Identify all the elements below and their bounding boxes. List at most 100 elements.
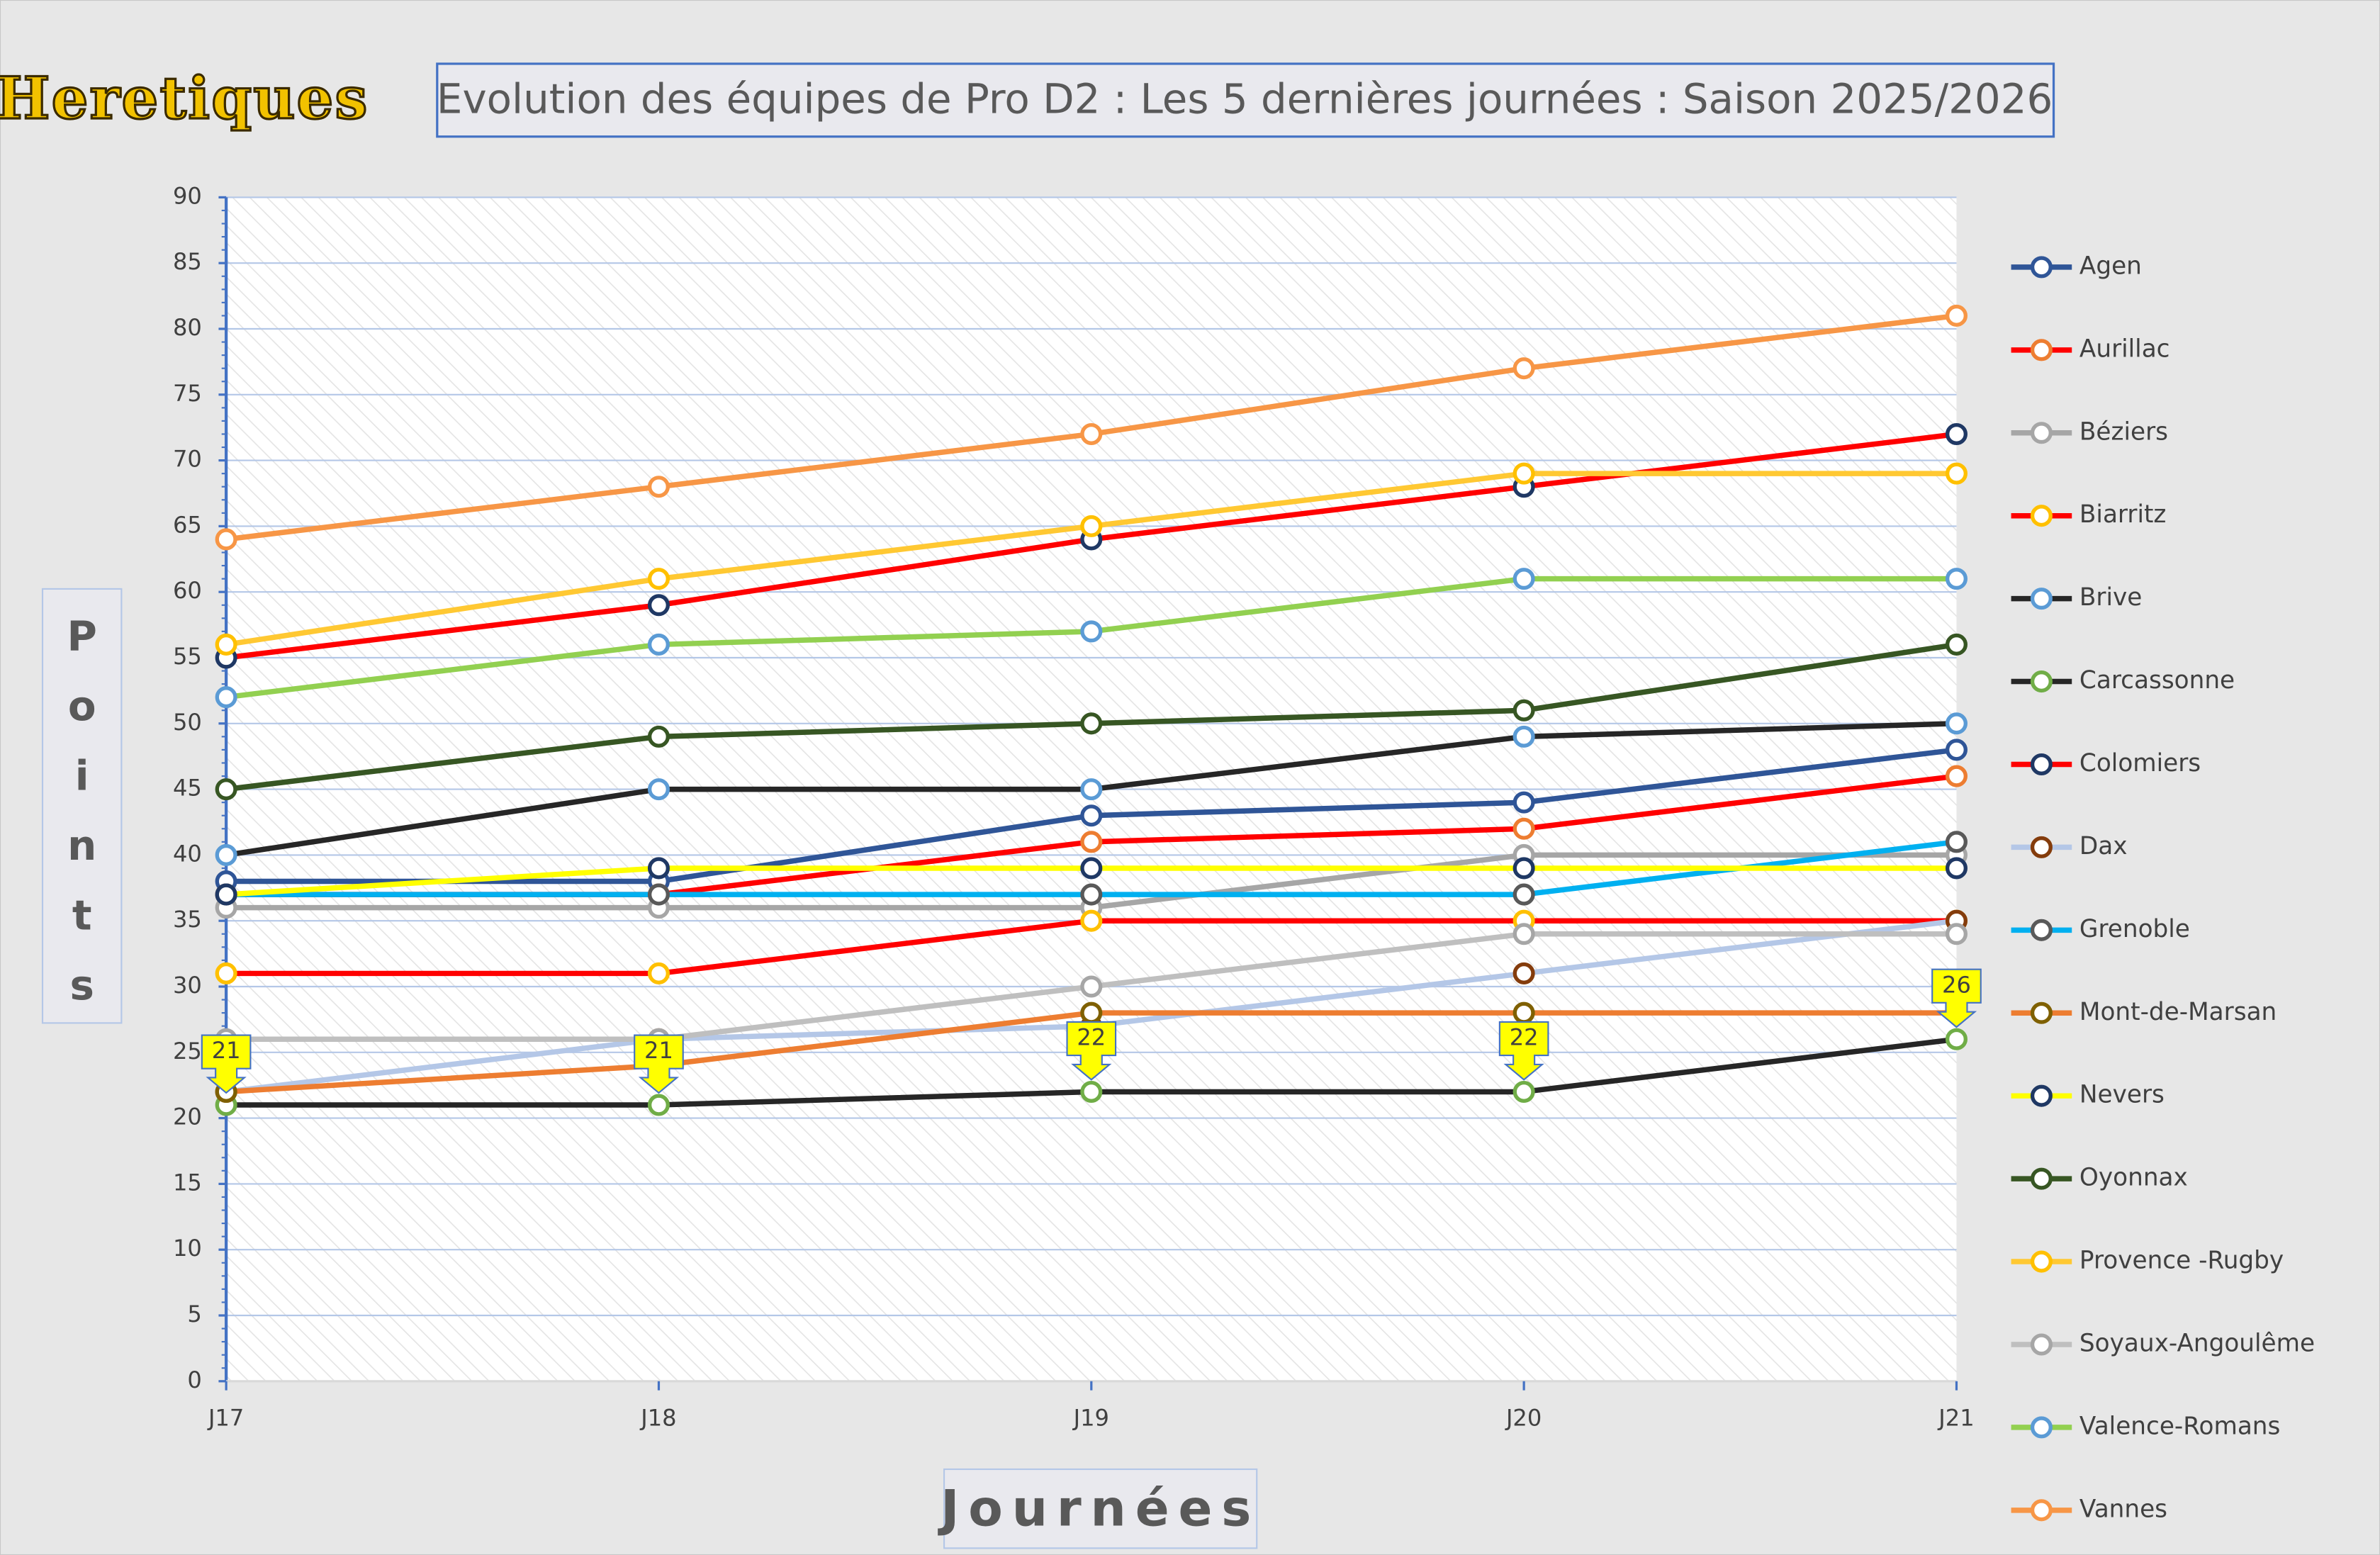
legend-marker — [2030, 1416, 2053, 1439]
data-point — [1945, 304, 1968, 327]
data-point — [1945, 923, 1968, 945]
x-tick-label: J21 — [1937, 1404, 1974, 1431]
data-point — [1080, 883, 1103, 906]
data-point — [215, 778, 237, 801]
data-point — [1080, 620, 1103, 643]
data-point — [647, 778, 670, 801]
data-point — [1512, 857, 1535, 880]
data-point — [1080, 422, 1103, 446]
legend-label: Dax — [2079, 832, 2128, 860]
logo: Heretiques — [0, 65, 369, 133]
legend-label: Oyonnax — [2079, 1164, 2188, 1192]
data-point — [1512, 883, 1535, 906]
legend-marker — [2030, 588, 2053, 610]
data-point — [1512, 462, 1535, 485]
data-point — [1512, 817, 1535, 840]
y-tick-label: 85 — [173, 248, 202, 275]
y-tick-label: 70 — [173, 446, 202, 473]
data-point — [647, 857, 670, 880]
data-point — [1080, 909, 1103, 932]
legend-marker — [2030, 836, 2053, 858]
data-point — [1080, 975, 1103, 998]
legend-label: Carcassonne — [2079, 666, 2235, 695]
y-tick-label: 55 — [173, 643, 202, 670]
x-tick-label: J19 — [1072, 1404, 1109, 1431]
x-tick-label: J20 — [1505, 1404, 1542, 1431]
legend-marker — [2030, 753, 2053, 776]
data-label-callout — [1066, 1021, 1117, 1081]
data-point — [647, 568, 670, 590]
data-point — [215, 528, 237, 551]
legend-label: Nevers — [2079, 1081, 2165, 1109]
data-point — [1080, 857, 1103, 880]
legend-marker — [2030, 1499, 2053, 1522]
data-label-callout — [1931, 968, 1982, 1028]
data-point — [215, 686, 237, 709]
data-point — [1512, 568, 1535, 590]
y-tick-label: 5 — [187, 1301, 201, 1327]
data-label-callout — [201, 1034, 252, 1094]
xlabel-box — [943, 1468, 1258, 1549]
y-tick-label: 25 — [173, 1038, 202, 1065]
legend-label: Soyaux-Angoulême — [2079, 1329, 2315, 1357]
data-point — [215, 843, 237, 866]
data-label-callout — [1498, 1021, 1549, 1081]
data-point — [1512, 725, 1535, 748]
data-point — [1945, 857, 1968, 880]
data-point — [1945, 765, 1968, 787]
legend-label: Biarritz — [2079, 500, 2166, 529]
data-point — [1080, 515, 1103, 537]
data-point — [647, 594, 670, 617]
legend-label: Mont-de-Marsan — [2079, 998, 2277, 1026]
legend-marker — [2030, 1084, 2053, 1107]
legend-label: Provence -Rugby — [2079, 1247, 2284, 1275]
legend-label: Valence-Romans — [2079, 1412, 2280, 1440]
legend-marker — [2030, 1001, 2053, 1024]
legend-marker — [2030, 505, 2053, 527]
chart-title: Evolution des équipes de Pro D2 : Les 5 … — [437, 75, 2053, 123]
data-point — [1080, 831, 1103, 853]
legend-marker — [2030, 1250, 2053, 1273]
y-tick-label: 80 — [173, 314, 202, 341]
legend-label: Vannes — [2079, 1495, 2167, 1523]
data-point — [647, 962, 670, 984]
data-point — [1512, 1080, 1535, 1104]
legend-marker — [2030, 256, 2053, 279]
data-point — [1945, 831, 1968, 853]
y-tick-label: 65 — [173, 511, 202, 538]
data-point — [1080, 1080, 1103, 1104]
legend-marker — [2030, 1167, 2053, 1190]
data-point — [1512, 962, 1535, 984]
data-point — [647, 1094, 670, 1116]
data-point — [647, 725, 670, 748]
data-label: 22 — [1510, 1024, 1539, 1051]
y-tick-label: 40 — [173, 840, 202, 867]
data-point — [1080, 804, 1103, 827]
y-tick-label: 90 — [173, 182, 202, 209]
data-label: 22 — [1077, 1024, 1106, 1051]
data-point — [647, 633, 670, 656]
y-tick-label: 30 — [173, 972, 202, 999]
y-tick-label: 10 — [173, 1235, 202, 1262]
data-point — [647, 476, 670, 498]
data-point — [1512, 1001, 1535, 1024]
x-tick-label: J18 — [639, 1404, 676, 1431]
x-axis-label: Journées — [938, 1478, 1260, 1537]
data-point — [1945, 739, 1968, 761]
data-label: 21 — [212, 1037, 241, 1064]
y-tick-label: 20 — [173, 1104, 202, 1130]
data-point — [1945, 462, 1968, 485]
ylabel-box — [41, 588, 123, 1024]
data-point — [215, 633, 237, 656]
y-axis-label-letter: s — [69, 961, 94, 1009]
legend-marker — [2030, 422, 2053, 444]
legend-label: Aurillac — [2079, 335, 2170, 363]
data-point — [1512, 699, 1535, 722]
data-point — [1512, 791, 1535, 814]
data-point — [1945, 712, 1968, 735]
y-tick-label: 35 — [173, 906, 202, 933]
data-point — [647, 883, 670, 906]
y-tick-label: 75 — [173, 380, 202, 407]
